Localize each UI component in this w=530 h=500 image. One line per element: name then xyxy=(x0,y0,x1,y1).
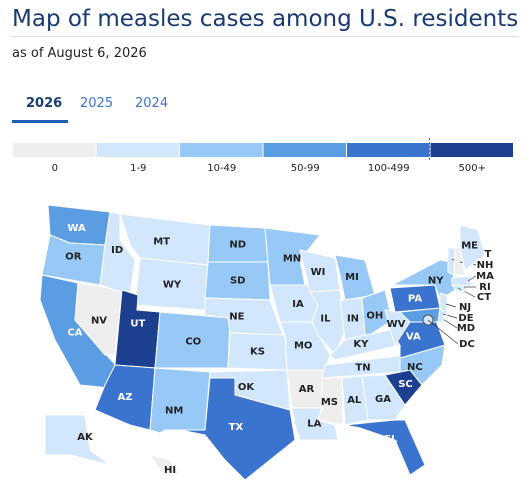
year-tab[interactable]: 2025 xyxy=(80,96,114,111)
state-label: KS xyxy=(250,347,265,358)
state-label: RI xyxy=(479,282,490,293)
state-label: ND xyxy=(229,239,246,250)
legend-label: 100-499 xyxy=(368,163,410,174)
state-label: LA xyxy=(307,419,321,430)
legend-swatch xyxy=(180,143,263,157)
state-label: GA xyxy=(375,394,391,405)
legend-swatch xyxy=(96,143,179,157)
state-label: WV xyxy=(387,319,406,330)
state-label: SD xyxy=(230,276,246,287)
state-label: MS xyxy=(321,397,338,408)
state-label: MN xyxy=(283,254,301,265)
state xyxy=(334,254,376,301)
state xyxy=(149,367,211,434)
state-label: IN xyxy=(347,313,359,324)
state-label: NE xyxy=(229,312,244,323)
title: Map of measles cases among U.S. resident… xyxy=(12,6,519,32)
state xyxy=(361,374,406,421)
state-label: NV xyxy=(91,316,107,327)
legend-swatch xyxy=(430,143,513,157)
state-label: OH xyxy=(366,311,383,322)
state-label: MT xyxy=(153,236,170,247)
state-label: CO xyxy=(185,337,201,348)
legend-label: 500+ xyxy=(459,163,486,174)
label-leader xyxy=(445,303,457,308)
legend-label: 0 xyxy=(52,163,58,174)
state-label: NM xyxy=(165,406,183,417)
state-label: AK xyxy=(77,432,94,443)
state-label: AZ xyxy=(118,392,133,403)
state-label: AR xyxy=(299,384,315,395)
state-label: VA xyxy=(406,331,421,342)
state-label: DE xyxy=(458,313,473,324)
state-label: CA xyxy=(67,328,82,339)
active-tab-indicator xyxy=(12,120,68,123)
state xyxy=(44,414,111,466)
state-label: OK xyxy=(238,382,256,393)
divider xyxy=(12,36,518,37)
state-label: ME xyxy=(461,241,478,252)
state xyxy=(179,377,296,481)
state-label: NJ xyxy=(459,302,471,313)
state-label: NY xyxy=(428,275,444,286)
state-label: IA xyxy=(292,299,304,310)
legend-swatch xyxy=(13,143,96,157)
state-label: NH xyxy=(477,260,494,271)
state-label: HI xyxy=(164,465,176,476)
state-label: SC xyxy=(398,379,413,390)
label-leader xyxy=(427,319,459,345)
state-label: MD xyxy=(457,323,475,334)
state-label: TN xyxy=(355,363,370,374)
state xyxy=(451,275,473,287)
label-leader xyxy=(467,275,477,282)
legend-swatch xyxy=(263,143,346,157)
state-label: MI xyxy=(345,272,359,283)
state-label: ID xyxy=(111,245,123,256)
label-leader xyxy=(457,287,476,298)
subtitle: as of August 6, 2026 xyxy=(12,46,147,61)
legend-label: 10-49 xyxy=(207,163,236,174)
state-label: WA xyxy=(67,223,86,234)
state xyxy=(439,292,448,317)
state-label: WI xyxy=(311,267,326,278)
state xyxy=(99,211,136,296)
state xyxy=(384,344,446,386)
state xyxy=(309,289,346,356)
state-label: MA xyxy=(476,271,494,282)
year-tab[interactable]: 2024 xyxy=(135,96,169,111)
state-label: WY xyxy=(163,280,182,291)
state-label: IL xyxy=(320,313,331,324)
state-label: NC xyxy=(407,362,423,373)
state-label: DC xyxy=(459,339,475,350)
label-leader xyxy=(442,313,458,319)
legend-label: 50-99 xyxy=(291,163,320,174)
state-label: FL xyxy=(384,434,398,445)
state xyxy=(344,419,426,476)
state xyxy=(361,289,393,336)
state-label: AL xyxy=(347,395,362,406)
legend-label: 1-9 xyxy=(130,163,146,174)
legend-swatch xyxy=(347,143,430,157)
year-tab[interactable]: 2026 xyxy=(26,96,63,111)
state xyxy=(264,227,321,286)
state-label: CT xyxy=(477,292,491,303)
state-label: MO xyxy=(294,341,312,352)
state xyxy=(148,454,182,476)
state-label: PA xyxy=(408,293,422,304)
state-label: UT xyxy=(130,318,145,329)
state xyxy=(453,247,466,276)
state xyxy=(459,224,486,271)
state-label: KY xyxy=(353,339,369,350)
state xyxy=(317,377,344,426)
state-label: OR xyxy=(65,252,82,263)
state-label: TX xyxy=(229,422,244,433)
